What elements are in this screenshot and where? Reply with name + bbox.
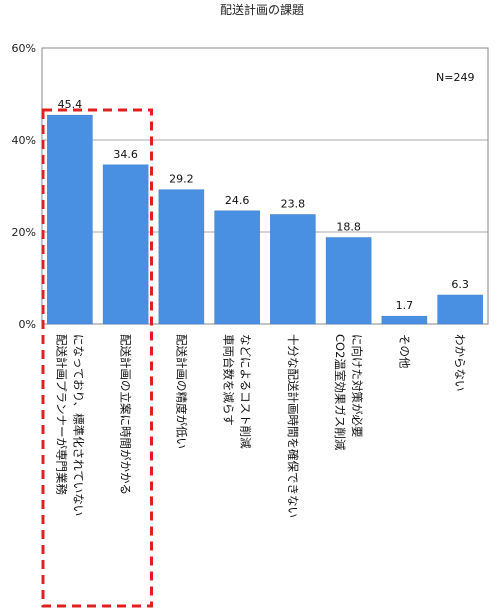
bar bbox=[325, 237, 372, 325]
y-axis: 0% 20% 40% 60% bbox=[12, 42, 36, 331]
data-label: 18.8 bbox=[336, 221, 361, 234]
y-tick-label: 40% bbox=[12, 134, 36, 147]
data-label: 24.6 bbox=[225, 194, 250, 207]
x-tick-label: 配送計画プランナーが専門業務 bbox=[54, 334, 68, 495]
data-label: 1.7 bbox=[396, 299, 414, 312]
bars bbox=[47, 114, 483, 325]
x-tick-label: 配送計画の立案に時間がかかる bbox=[119, 334, 133, 495]
x-axis-categories: 配送計画プランナーが専門業務 になっており、標準化されていない 配送計画の立案に時間… bbox=[54, 334, 467, 518]
chart-title: 配送計画の課題 bbox=[220, 2, 304, 17]
x-tick-label: わからない bbox=[453, 334, 467, 392]
x-tick-label: その他 bbox=[397, 334, 411, 369]
y-tick-label: 0% bbox=[19, 318, 36, 331]
bar bbox=[381, 315, 428, 325]
y-tick-label: 60% bbox=[12, 42, 36, 55]
data-label: 6.3 bbox=[451, 278, 469, 291]
sample-size-note: N=249 bbox=[436, 71, 474, 84]
bar bbox=[437, 294, 483, 325]
data-label: 45.4 bbox=[58, 98, 83, 111]
data-label: 23.8 bbox=[281, 198, 306, 211]
bar bbox=[158, 189, 205, 325]
data-labels: 45.4 34.6 29.2 24.6 23.8 18.8 1.7 6.3 bbox=[58, 98, 469, 312]
highlight-box bbox=[41, 108, 153, 608]
data-label: 29.2 bbox=[169, 173, 194, 186]
bar bbox=[47, 114, 93, 325]
x-tick-label: 配送計画の精度が低い bbox=[174, 334, 188, 449]
bar bbox=[102, 164, 149, 325]
x-tick-label: 十分な配送計画時間を確保できない bbox=[286, 334, 300, 518]
y-tick-label: 20% bbox=[12, 226, 36, 239]
bar bbox=[214, 210, 260, 325]
x-tick-label: になっており、標準化されていない bbox=[71, 334, 85, 516]
x-tick-label: 車両台数を減らす bbox=[222, 334, 236, 426]
bar bbox=[270, 214, 316, 325]
x-tick-label: に向けた対策が必要 bbox=[350, 334, 364, 438]
data-label: 34.6 bbox=[113, 148, 138, 161]
x-tick-label: などによるコスト削減 bbox=[239, 334, 253, 449]
x-tick-label: CO2温室効果ガス削減 bbox=[333, 334, 347, 451]
